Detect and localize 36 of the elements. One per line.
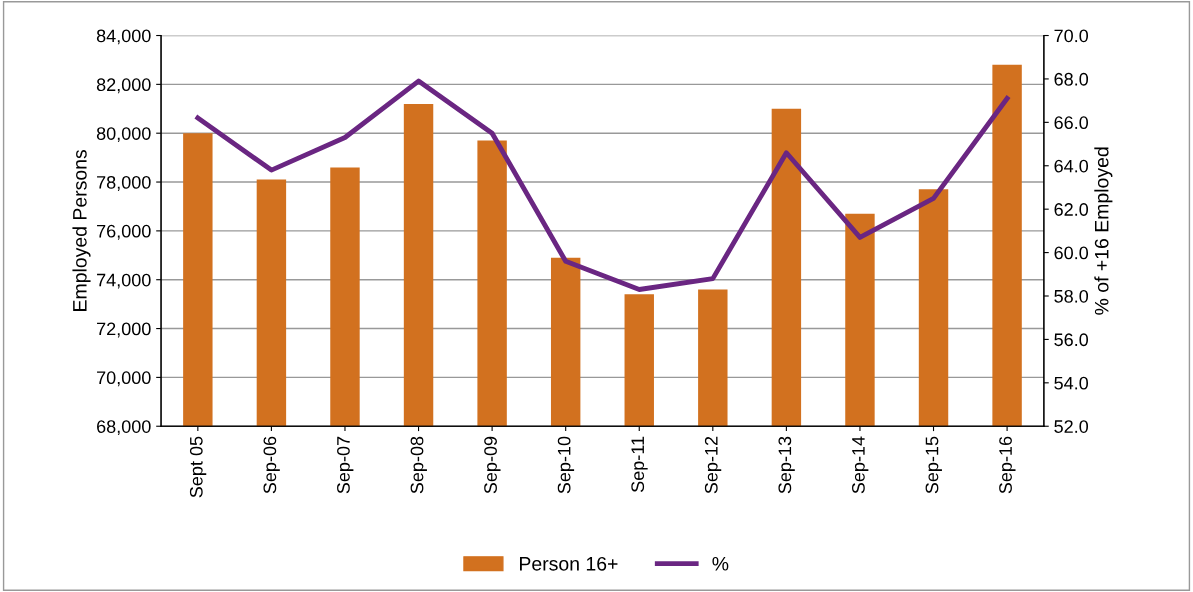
y2-tick-label: 70.0 (1054, 29, 1089, 43)
x-tick-label: Sep-14 (852, 436, 869, 494)
y-tick-label: 74,000 (97, 273, 151, 289)
x-tick-label: Sep-07 (337, 436, 354, 494)
y-tick-label: 84,000 (96, 29, 151, 45)
x-tick-label: Sep-15 (925, 436, 942, 494)
x-tick-label: Sep-09 (484, 436, 501, 494)
line-series (195, 78, 1010, 292)
y-tick-label: 78,000 (97, 175, 151, 191)
y2-tick-label: 54.0 (1054, 376, 1089, 390)
y-tick-label: 76,000 (97, 224, 151, 240)
y-tick-label: 72,000 (97, 322, 151, 338)
y-tick-label: 82,000 (96, 78, 151, 94)
y2-tick-label: 68.0 (1054, 72, 1089, 86)
y2-tick-label: 64.0 (1054, 159, 1089, 173)
x-tick-label: Sep-11 (631, 436, 648, 493)
y-tick-label: 68,000 (97, 420, 151, 436)
y-tick-label: 70,000 (97, 371, 151, 387)
legend-label: % (712, 556, 729, 571)
x-tick-label: Sep-16 (999, 436, 1016, 494)
y2-tick-label: 52.0 (1054, 420, 1089, 433)
x-tick-label: Sep-12 (704, 436, 722, 494)
legend-label: Person 16+ (520, 556, 618, 571)
x-tick-label: Sep-08 (410, 436, 427, 494)
y2-axis-title: % of +16 Employed (1094, 147, 1113, 315)
y2-tick-label: 66.0 (1054, 116, 1089, 130)
x-tick-label: Sep-06 (263, 436, 280, 494)
y2-tick-label: 62.0 (1054, 203, 1089, 216)
y-axis-title: Employed Persons (72, 149, 91, 311)
x-tick-label: Sep-13 (778, 436, 795, 494)
y-tick-label: 80,000 (96, 127, 151, 143)
x-tick-label: Sept 05 (189, 436, 207, 498)
y2-tick-label: 56.0 (1054, 333, 1089, 347)
x-tick-label: Sep-10 (557, 436, 575, 494)
y2-tick-label: 58.0 (1054, 289, 1089, 303)
y2-tick-label: 60.0 (1054, 246, 1089, 260)
